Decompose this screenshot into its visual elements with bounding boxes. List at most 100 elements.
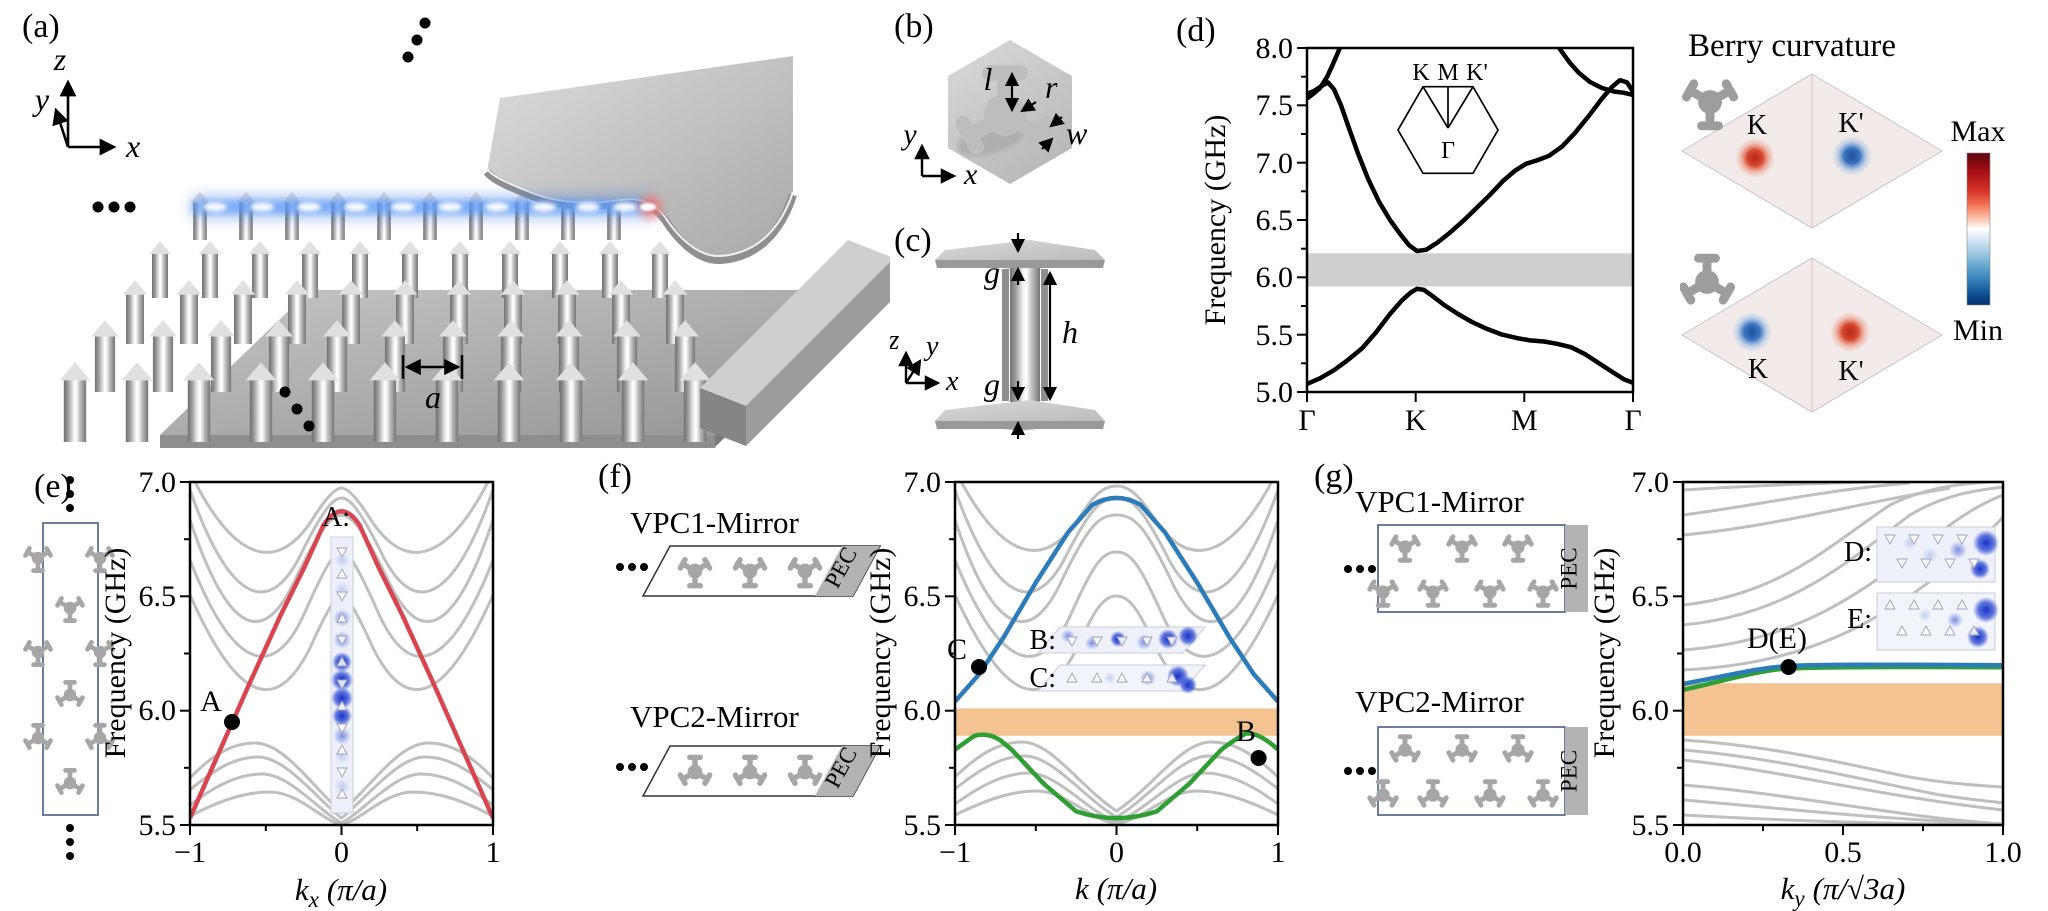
- svg-text:K': K': [1466, 60, 1488, 86]
- berry-diamond-vpc1: K K': [1681, 73, 1943, 229]
- marker-A-dot: [224, 714, 240, 730]
- K-label: K: [1747, 110, 1767, 141]
- dimension-arrows: [1010, 233, 1058, 439]
- axis-ticks: [180, 481, 494, 835]
- vpc2-tripod-icon: [1683, 258, 1730, 300]
- y-axis-title: Frequency (GHz): [99, 548, 132, 759]
- berry-curvature-panel: Berry curvature K K' K K' Max Min: [1681, 28, 2006, 413]
- panel-g-group: VPC1-Mirror PEC VPC2-Mirror PEC: [1344, 466, 2022, 911]
- bandgap-shade: [1683, 683, 2003, 736]
- param-w-label: w: [1066, 115, 1088, 151]
- param-l-label: l: [984, 61, 993, 97]
- y-axis-title: Frequency (GHz): [1200, 115, 1232, 326]
- Kp-label: K': [1838, 356, 1863, 387]
- vpc1-mirror-label: VPC1-Mirror: [630, 505, 799, 540]
- vpc1-mirror-schematic: PEC: [1344, 524, 1588, 613]
- svg-text:6.5: 6.5: [139, 580, 177, 613]
- waveguide-beam: [193, 190, 668, 224]
- pec-strip: [815, 746, 880, 796]
- svg-text:7.5: 7.5: [1256, 89, 1294, 122]
- marker-B-label: B: [1236, 715, 1256, 748]
- vpc2-mirror-schematic: PEC: [616, 743, 882, 797]
- dimension-arrows: [1004, 71, 1065, 153]
- vpc1-mirror-label: VPC1-Mirror: [1355, 484, 1524, 519]
- panel-b-label: (b): [894, 8, 934, 45]
- inset-D-label: D:: [1844, 537, 1872, 568]
- brillouin-zone-inset: [1397, 85, 1499, 175]
- svg-text:1.0: 1.0: [1984, 836, 2022, 869]
- svg-text:1: 1: [1271, 836, 1286, 869]
- inset-field-A: [330, 536, 354, 814]
- axis-x-label: x: [945, 366, 959, 397]
- svg-text:−1: −1: [939, 836, 971, 869]
- top-slab: [483, 56, 797, 264]
- panel-c-label: (c): [894, 222, 932, 259]
- lattice-constant-label: a: [425, 379, 441, 415]
- x-axis-title: kx (π/a): [295, 872, 387, 910]
- y-axis-title: Frequency (GHz): [864, 548, 897, 759]
- edge-state-green: [955, 731, 1278, 821]
- x-tick-labels: −1 0 1: [939, 836, 1285, 869]
- svg-text:K: K: [1405, 404, 1427, 437]
- panel-a-label: (a): [22, 8, 60, 45]
- inset-C-label: C:: [1030, 663, 1056, 694]
- ellipsis-dots: [92, 17, 431, 432]
- berry-spot-Kp-negative: [1832, 136, 1872, 176]
- panel-e-label: (e): [34, 468, 72, 505]
- inset-E-label: E:: [1847, 604, 1872, 635]
- axis-x-label: x: [125, 128, 140, 164]
- svg-text:5.0: 5.0: [1256, 376, 1294, 409]
- svg-text:7.0: 7.0: [1256, 147, 1294, 180]
- svg-text:0.5: 0.5: [1824, 836, 1862, 869]
- pec-strip: [1565, 727, 1588, 815]
- bandgap-shade: [955, 708, 1278, 736]
- pec-label: PEC: [1557, 547, 1582, 589]
- bandgap-shade: [1307, 253, 1633, 287]
- param-h-label: h: [1062, 314, 1078, 350]
- panel-b-unit-cell: l r w y x: [900, 40, 1088, 191]
- svg-text:Γ: Γ: [1441, 138, 1455, 164]
- marker-C-label: C: [947, 633, 967, 666]
- y-tick-labels: 8.0 7.5 7.0 6.5 6.0 5.5 5.0: [1256, 32, 1294, 409]
- K-label: K: [1748, 354, 1768, 385]
- svg-text:0: 0: [334, 836, 349, 869]
- side-wall: [700, 240, 890, 446]
- svg-text:1: 1: [486, 836, 501, 869]
- axis-y-label: y: [32, 81, 50, 117]
- svg-text:−1: −1: [174, 836, 206, 869]
- berry-diamond-vpc2: K K': [1681, 257, 1943, 413]
- marker-A-label: A: [200, 685, 222, 718]
- y-tick-labels: 7.0 6.5 6.0 5.5: [139, 466, 177, 842]
- svg-text:7.0: 7.0: [1632, 466, 1670, 499]
- svg-text:7.0: 7.0: [904, 466, 942, 499]
- pillar-column: [1010, 268, 1040, 402]
- svg-text:7.0: 7.0: [139, 466, 177, 499]
- axis-z-label: z: [890, 325, 900, 356]
- berry-spot-K-negative: [1732, 312, 1772, 352]
- param-g-top-label: g: [984, 254, 1000, 290]
- marker-DE-label: D(E): [1747, 622, 1807, 655]
- inset-field-B: [1036, 626, 1207, 654]
- lattice-constant-annotation: a: [401, 355, 464, 415]
- panel-g-label: (g): [1314, 458, 1354, 495]
- vpc2-mirror-schematic: PEC: [1344, 726, 1588, 816]
- vpc2-mirror-label: VPC2-Mirror: [1355, 684, 1524, 719]
- panel-d-label: (d): [1176, 12, 1216, 49]
- panel-a-3d-render: z y x a: [32, 17, 890, 448]
- panel-c-side-view: g h g z y x: [890, 233, 1105, 439]
- svg-text:6.0: 6.0: [1256, 261, 1294, 294]
- axis-ticks: [945, 481, 1279, 835]
- svg-text:M: M: [1437, 60, 1458, 86]
- axis-z-label: z: [53, 41, 67, 77]
- Kp-label: K': [1838, 108, 1863, 139]
- colorbar-min-label: Min: [1953, 314, 2003, 347]
- marker-DE-dot: [1780, 659, 1797, 675]
- svg-text:Γ: Γ: [1298, 404, 1315, 437]
- svg-text:6.5: 6.5: [904, 580, 942, 613]
- pec-strip: [1565, 525, 1588, 612]
- y-tick-labels: 7.0 6.5 6.0 5.5: [1632, 466, 1670, 842]
- svg-text:K: K: [1412, 60, 1430, 86]
- param-g-bottom-label: g: [984, 366, 1000, 402]
- vpc2-mirror-label: VPC2-Mirror: [630, 699, 799, 734]
